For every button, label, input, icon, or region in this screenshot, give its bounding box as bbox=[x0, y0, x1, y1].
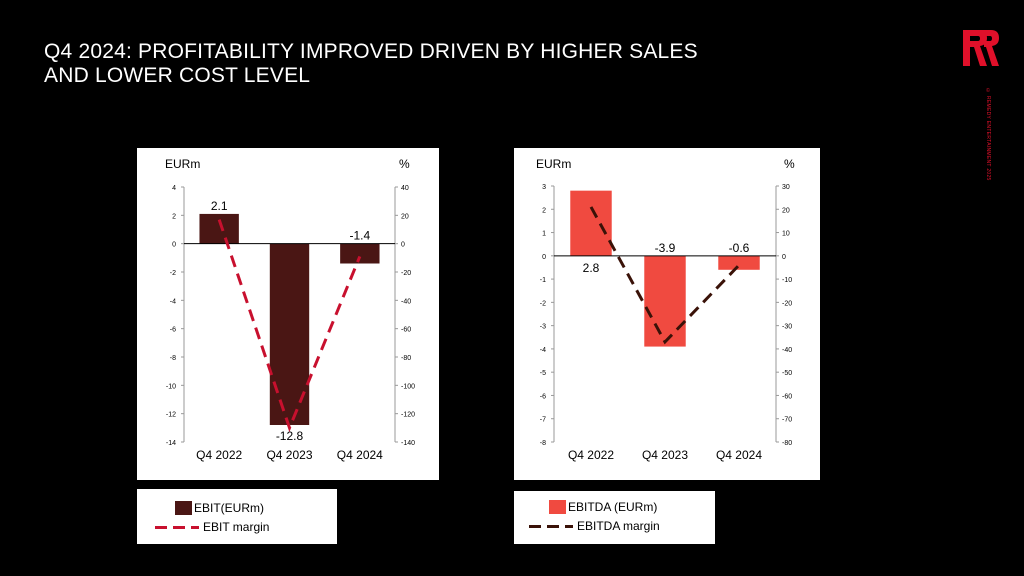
ebitda-y2tick-label: 0 bbox=[782, 254, 786, 261]
ebit-y2tick-label: 20 bbox=[401, 213, 409, 220]
ebitda-ytick-label: -2 bbox=[540, 300, 546, 307]
ebitda-bar bbox=[718, 255, 760, 270]
ebit-data-label: 2.1 bbox=[211, 199, 228, 213]
ebit-data-label: -12.8 bbox=[276, 429, 304, 443]
ebitda-y2tick-label: -50 bbox=[782, 370, 792, 377]
ebitda-data-label: -3.9 bbox=[655, 241, 676, 255]
ebitda-ytick-label: 2 bbox=[542, 207, 546, 214]
ebitda-legend: EBITDA (EURm) EBITDA margin bbox=[514, 491, 715, 544]
ebit-ytick-label: 2 bbox=[172, 213, 176, 220]
ebitda-y2tick-label: 10 bbox=[782, 231, 790, 238]
legend-label-ebit: EBIT(EURm) bbox=[194, 501, 264, 515]
ebitda-y2tick-label: -60 bbox=[782, 393, 792, 400]
ebitda-margin-line bbox=[589, 206, 741, 345]
remedy-logo bbox=[963, 30, 999, 66]
ebit-ytick-label: -2 bbox=[170, 270, 176, 277]
ebit-y2tick-label: 40 bbox=[401, 185, 409, 192]
slide-title: Q4 2024: PROFITABILITY IMPROVED DRIVEN B… bbox=[44, 40, 864, 88]
ebit-chart: EURm %420-2-4-6-8-10-12-1440200-20-40-60-… bbox=[165, 157, 415, 462]
ebit-ytick-label: -12 bbox=[166, 412, 176, 419]
ebit-category-label: Q4 2022 bbox=[196, 448, 242, 462]
ebitda-chart-panel: EURm% 3 2 1 0 -1 -2 -3 -4 -5 -6 -7 -8 30 20 10 0 -10 -20 -3… bbox=[514, 148, 820, 480]
ebitda-ytick-label: 0 bbox=[542, 254, 546, 261]
ebitda-ytick-label: -3 bbox=[540, 324, 546, 331]
ebitda-ytick-label: -7 bbox=[540, 417, 546, 424]
ebitda-y2tick-label: 20 bbox=[782, 207, 790, 214]
ebit-chart-panel: EURm% 4 2 0 -2 -4 -6 -8 -10 -12 -14 40 20 0 -20 -40 -60-… bbox=[137, 148, 439, 480]
ebitda-y2tick-label: -20 bbox=[782, 300, 792, 307]
ebit-ytick-label: -4 bbox=[170, 298, 176, 305]
title-line-2: AND LOWER COST LEVEL bbox=[44, 64, 311, 87]
ebitda-bar bbox=[570, 190, 612, 256]
ebit-bar bbox=[340, 243, 380, 264]
ebitda-chart: EURm %3210-1-2-3-4-5-6-7-83020100-10-20-3… bbox=[536, 157, 795, 462]
ebit-y2tick-label: -40 bbox=[401, 298, 411, 305]
ebitda-ytick-label: 3 bbox=[542, 184, 546, 191]
ebit-ytick-label: -10 bbox=[166, 383, 176, 390]
ebit-ytick-label: 4 bbox=[172, 185, 176, 192]
ebitda-category-label: Q4 2023 bbox=[642, 448, 688, 462]
ebit-y2tick-label: -100 bbox=[401, 383, 415, 390]
ebitda-bar bbox=[644, 255, 686, 347]
ebitda-y2tick-label: -40 bbox=[782, 347, 792, 354]
legend-item-ebit-margin: EBIT margin bbox=[155, 518, 269, 536]
legend-label-ebit-margin: EBIT margin bbox=[203, 520, 270, 534]
ebit-y2tick-label: 0 bbox=[401, 242, 405, 249]
ebitda-y2tick-label: -80 bbox=[782, 440, 792, 447]
legend-swatch-ebit bbox=[175, 501, 192, 515]
ebitda-ytick-label: -6 bbox=[540, 393, 546, 400]
ebitda-data-label: 2.8 bbox=[583, 261, 600, 275]
ebit-y2tick-label: -120 bbox=[401, 412, 415, 419]
ebit-ytick-label: -8 bbox=[170, 355, 176, 362]
ebit-y2tick-label: -60 bbox=[401, 327, 411, 334]
ebitda-y2tick-label: -10 bbox=[782, 277, 792, 284]
legend-dash-ebitda-margin bbox=[529, 524, 573, 528]
ebitda-y2tick-label: 30 bbox=[782, 184, 790, 191]
ebit-y2label: % bbox=[399, 157, 410, 171]
ebitda-category-label: Q4 2022 bbox=[568, 448, 614, 462]
ebit-y2tick-label: -80 bbox=[401, 355, 411, 362]
ebitda-category-label: Q4 2024 bbox=[716, 448, 762, 462]
ebitda-data-label: -0.6 bbox=[729, 241, 750, 255]
ebitda-ytick-label: -8 bbox=[540, 440, 546, 447]
ebit-ytick-label: 0 bbox=[172, 242, 176, 249]
ebitda-ytick-label: -1 bbox=[540, 277, 546, 284]
ebit-y2tick-label: -140 bbox=[401, 440, 415, 447]
legend-dash-ebit-margin bbox=[155, 525, 199, 529]
ebit-bar bbox=[199, 213, 239, 244]
ebitda-y2tick-label: -70 bbox=[782, 417, 792, 424]
ebit-data-label: -1.4 bbox=[349, 229, 370, 243]
ebit-category-label: Q4 2023 bbox=[266, 448, 312, 462]
legend-item-ebitda: EBITDA (EURm) bbox=[549, 498, 657, 516]
legend-label-ebitda-margin: EBITDA margin bbox=[577, 519, 660, 533]
ebitda-y2label: % bbox=[784, 157, 795, 171]
legend-label-ebitda: EBITDA (EURm) bbox=[568, 500, 658, 514]
legend-item-ebit: EBIT(EURm) bbox=[175, 499, 264, 517]
ebitda-ytick-label: 1 bbox=[542, 231, 546, 238]
ebit-category-label: Q4 2024 bbox=[337, 448, 383, 462]
ebit-ylabel: EURm bbox=[165, 157, 200, 171]
ebitda-ytick-label: -4 bbox=[540, 347, 546, 354]
ebit-y2tick-label: -20 bbox=[401, 270, 411, 277]
ebitda-ytick-label: -5 bbox=[540, 370, 546, 377]
legend-swatch-ebitda bbox=[549, 500, 566, 514]
title-line-1: Q4 2024: PROFITABILITY IMPROVED DRIVEN B… bbox=[44, 40, 698, 63]
legend-item-ebitda-margin: EBITDA margin bbox=[529, 517, 660, 535]
ebitda-ylabel: EURm bbox=[536, 157, 571, 171]
copyright-text: © REMEDY ENTERTAINMENT 2025 bbox=[985, 88, 991, 181]
ebit-margin-line bbox=[217, 219, 362, 433]
ebitda-y2tick-label: -30 bbox=[782, 324, 792, 331]
ebit-ytick-label: -6 bbox=[170, 327, 176, 334]
ebit-legend: EBIT(EURm) EBIT margin bbox=[137, 489, 337, 544]
ebit-ytick-label: -14 bbox=[166, 440, 176, 447]
